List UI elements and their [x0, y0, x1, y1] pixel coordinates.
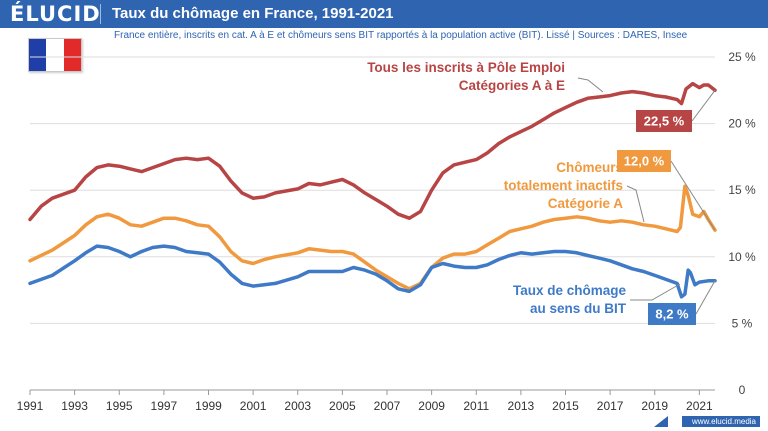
x-tick-label: 1997 — [151, 399, 178, 413]
series-lines — [28, 81, 717, 299]
chart-title: Taux du chômage en France, 1991-2021 — [112, 5, 394, 22]
france-flag-icon — [28, 38, 82, 72]
series-line-2 — [28, 244, 717, 299]
footer-triangle — [654, 416, 668, 427]
y-tick-label: 5 % — [732, 316, 753, 330]
y-axis: 0 5 % 10 % 15 % 20 % 25 % — [728, 50, 756, 397]
series-line-0 — [28, 81, 717, 222]
last-value-badge-1 — [617, 150, 671, 172]
x-tick-label: 1991 — [17, 399, 44, 413]
x-axis: 1991 1993 1995 1997 1999 2001 2003 2005 2007 2009… — [17, 390, 713, 413]
label-leader-1 — [626, 185, 645, 223]
brand-logo[interactable]: ÉLUCID — [10, 2, 101, 26]
y-tick-label: 15 % — [728, 183, 756, 197]
annotations: Tous les inscrits à Pôle Emploi Catégorie… — [367, 60, 716, 325]
x-tick-label: 1999 — [195, 399, 222, 413]
x-tick-label: 2015 — [552, 399, 579, 413]
label-leader-0 — [577, 77, 604, 93]
y-tick-label: 25 % — [728, 50, 756, 64]
x-tick-label: 2017 — [597, 399, 624, 413]
x-tick-label: 2005 — [329, 399, 356, 413]
x-tick-label: 2019 — [641, 399, 668, 413]
x-tick-label: 2007 — [374, 399, 401, 413]
x-tick-label: 2021 — [686, 399, 713, 413]
badge-leader-1 — [670, 160, 716, 231]
y-tick-label: 10 % — [728, 250, 756, 264]
last-value-badge-2 — [648, 303, 696, 325]
y-tick-label: 0 — [739, 383, 746, 397]
header-bar: ÉLUCID Taux du chômage en France, 1991-2… — [0, 0, 768, 28]
series-label-1: Chômeurs totalement inactifs Catégorie A — [504, 160, 624, 211]
footer-url[interactable]: www.elucid.media — [681, 416, 760, 427]
x-tick-label: 2003 — [284, 399, 311, 413]
x-tick-label: 1993 — [61, 399, 88, 413]
y-tick-label: 20 % — [728, 117, 756, 131]
label-leader-2 — [630, 283, 681, 301]
series-label-2: Taux de chômage au sens du BIT — [513, 283, 627, 316]
chart-subtitle: France entière, inscrits en cat. A à E e… — [114, 30, 688, 41]
header-divider — [100, 4, 101, 24]
x-tick-label: 2013 — [508, 399, 535, 413]
x-tick-label: 1995 — [106, 399, 133, 413]
badge-leader-2 — [695, 280, 716, 315]
x-tick-label: 2011 — [463, 399, 489, 413]
x-tick-label: 2009 — [418, 399, 445, 413]
last-value-label-0: 22,5 % — [644, 114, 685, 129]
last-value-label-1: 12,0 % — [624, 154, 665, 169]
last-value-badge-0 — [636, 110, 692, 132]
badge-leader-0 — [691, 90, 716, 122]
x-tick-label: 2001 — [240, 399, 267, 413]
last-value-label-2: 8,2 % — [655, 307, 689, 322]
series-label-0: Tous les inscrits à Pôle Emploi Catégorie… — [367, 60, 565, 93]
